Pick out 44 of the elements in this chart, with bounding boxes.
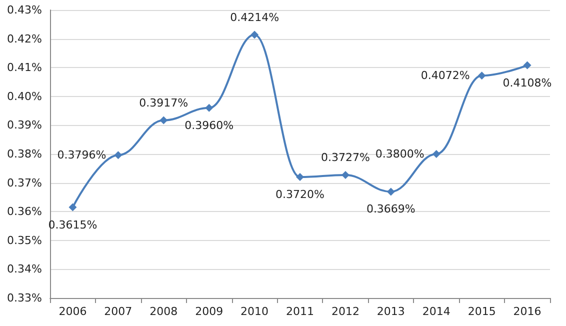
point bbox=[296, 173, 304, 182]
data-label: 0.3727% bbox=[320, 151, 370, 164]
point bbox=[386, 188, 395, 196]
point bbox=[523, 61, 532, 70]
x-tick-label: 2007 bbox=[104, 305, 132, 318]
point bbox=[478, 72, 486, 80]
y-tick-label: 0.36% bbox=[7, 205, 42, 218]
y-tick-label: 0.39% bbox=[7, 118, 42, 132]
x-tick-label: 2015 bbox=[468, 305, 496, 318]
data-label: 0.3720% bbox=[276, 188, 324, 202]
x-tick-label: 2006 bbox=[58, 305, 87, 318]
data-label: 0.3615% bbox=[48, 218, 98, 232]
x-tick-label: 2016 bbox=[513, 305, 542, 318]
y-tick-label: 0.37% bbox=[7, 176, 42, 190]
point bbox=[68, 203, 77, 212]
data-label: 0.4214% bbox=[230, 10, 280, 24]
y-tick-label: 0.41% bbox=[7, 61, 42, 74]
data-label: 0.3669% bbox=[366, 202, 416, 216]
data-label: 0.4108% bbox=[502, 76, 552, 90]
y-tick-label: 0.43% bbox=[7, 4, 42, 16]
y-tick-label: 0.35% bbox=[7, 234, 42, 247]
point bbox=[205, 104, 214, 112]
point bbox=[341, 171, 350, 180]
data-label: 0.3796% bbox=[57, 148, 106, 162]
x-tick-label: 2011 bbox=[286, 305, 314, 318]
y-tick-label: 0.33% bbox=[7, 292, 42, 304]
x-tick-label: 2008 bbox=[150, 305, 178, 318]
data-label: 0.3800% bbox=[375, 148, 424, 160]
x-tick-label: 2012 bbox=[331, 305, 360, 318]
point bbox=[432, 150, 440, 158]
data-label: 0.3960% bbox=[184, 118, 234, 132]
point bbox=[114, 151, 122, 160]
y-tick-label: 0.38% bbox=[7, 148, 42, 160]
x-tick-label: 2010 bbox=[240, 305, 269, 318]
data-label: 0.3917% bbox=[139, 96, 188, 110]
point bbox=[250, 30, 259, 39]
data-label: 0.4072% bbox=[420, 69, 470, 82]
x-tick-label: 2013 bbox=[376, 305, 405, 318]
y-tick-label: 0.34% bbox=[7, 262, 42, 276]
x-tick-label: 2014 bbox=[422, 305, 450, 318]
x-tick-label: 2009 bbox=[195, 305, 224, 318]
y-tick-label: 0.40% bbox=[7, 90, 42, 103]
point bbox=[160, 116, 168, 124]
y-tick-label: 0.42% bbox=[7, 32, 42, 46]
